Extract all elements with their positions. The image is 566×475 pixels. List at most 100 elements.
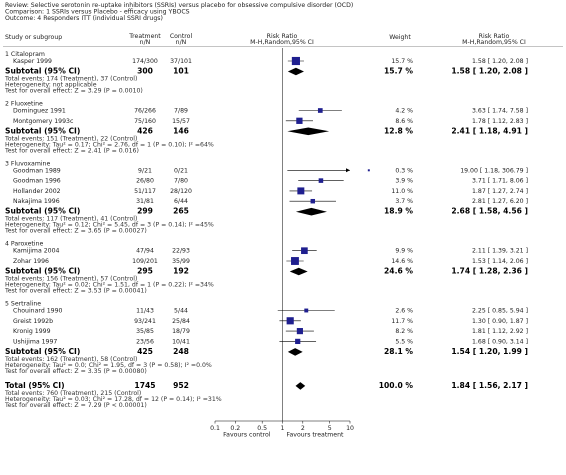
summary-treatment: 425 [137, 347, 153, 356]
summary-note: Total events: 162 (Treatment), 58 (Contr… [4, 356, 137, 363]
control-nN: 25/84 [172, 318, 190, 325]
study-box [291, 257, 299, 265]
header-treatment: Treatment [128, 33, 161, 40]
control-nN: 6/44 [174, 198, 188, 205]
study-box [301, 247, 308, 255]
study-box [296, 328, 303, 335]
study-name: Ushijima 1997 [13, 338, 57, 345]
summary-ci-label: 1.84 [ 1.56, 2.17 ] [451, 381, 528, 390]
header-ci-sub: M-H,Random,95% CI [462, 39, 526, 46]
ci-label: 1.53 [ 1.14, 2.06 ] [472, 258, 528, 265]
ci-label: 2.11 [ 1.39, 3.21 ] [472, 248, 528, 255]
weight: 3.9 % [395, 178, 413, 185]
x-tick-label: 5 [328, 425, 332, 432]
summary-treatment: 300 [137, 67, 153, 76]
treatment-nN: 76/266 [134, 108, 156, 115]
study-name: Zohar 1996 [13, 258, 49, 265]
treatment-nN: 75/160 [134, 118, 156, 125]
study-box [297, 187, 305, 195]
study-name: Hollander 2002 [13, 188, 61, 195]
treatment-nN: 47/94 [136, 248, 154, 255]
study-box [295, 338, 301, 345]
group-title: 3 Fluvoxamine [5, 160, 50, 167]
summary-label: Subtotal (95% CI) [5, 207, 80, 216]
control-nN: 0/21 [174, 167, 188, 174]
header-treatment-sub: n/N [140, 39, 151, 46]
header-plot: Risk Ratio [267, 33, 298, 40]
header-control: Control [170, 33, 193, 40]
control-nN: 35/99 [172, 258, 190, 265]
summary-control: 265 [173, 207, 189, 216]
control-nN: 7/89 [174, 108, 188, 115]
study-box [310, 198, 316, 204]
treatment-nN: 35/85 [136, 328, 154, 335]
summary-note: Test for overall effect: Z = 3.29 (P = 0… [4, 88, 143, 95]
favours-right: Favours treatment [287, 432, 344, 439]
study-name: Greist 1992b [13, 318, 53, 325]
summary-label: Subtotal (95% CI) [5, 347, 80, 356]
study-box [367, 169, 370, 172]
treatment-nN: 174/300 [132, 58, 158, 65]
ci-label: 2.81 [ 1.27, 6.20 ] [472, 198, 528, 205]
weight: 4.2 % [395, 108, 413, 115]
ci-label: 1.81 [ 1.12, 2.92 ] [472, 328, 528, 335]
control-nN: 5/44 [174, 308, 188, 315]
weight: 11.7 % [391, 318, 413, 325]
summary-ci-label: 2.68 [ 1.58, 4.56 ] [451, 207, 528, 216]
header-weight: Weight [389, 34, 411, 41]
summary-note: Total events: 156 (Treatment), 57 (Contr… [4, 276, 137, 283]
group-title: 1 Citalopram [5, 51, 45, 58]
weight: 9.9 % [395, 248, 413, 255]
summary-ci-label: 1.54 [ 1.20, 1.99 ] [451, 347, 528, 356]
weight: 2.6 % [395, 308, 413, 315]
summary-label: Subtotal (95% CI) [5, 126, 80, 135]
ci-label: 3.71 [ 1.71, 8.06 ] [472, 178, 528, 185]
weight: 8.2 % [395, 328, 413, 335]
header-ci: Risk Ratio [479, 33, 510, 40]
summary-control: 146 [173, 126, 189, 135]
summary-note: Total events: 117 (Treatment), 41 (Contr… [4, 216, 137, 223]
control-nN: 7/80 [174, 178, 188, 185]
study-name: Goodman 1996 [13, 178, 61, 185]
group-title: 2 Fluoxetine [5, 101, 43, 108]
study-box [291, 56, 300, 66]
treatment-nN: 9/21 [138, 167, 152, 174]
summary-note: Heterogeneity: not applicable [5, 82, 97, 89]
summary-treatment: 1745 [134, 381, 155, 390]
favours-left: Favours control [223, 432, 271, 439]
header-plot-sub: M-H,Random,95% CI [250, 39, 314, 46]
ci-label: 1.78 [ 1.12, 2.83 ] [472, 118, 528, 125]
summary-diamond [289, 267, 308, 276]
study-box [286, 317, 294, 325]
weight: 3.7 % [395, 198, 413, 205]
control-nN: 28/120 [170, 188, 192, 195]
summary-weight: 15.7 % [384, 67, 413, 76]
ci-label: 2.25 [ 0.85, 5.94 ] [472, 308, 528, 315]
study-box [318, 178, 324, 183]
study-name: Nakajima 1996 [13, 198, 60, 205]
summary-treatment: 295 [137, 267, 153, 276]
ci-arrow [346, 168, 350, 173]
summary-control: 101 [173, 67, 189, 76]
treatment-nN: 11/43 [136, 308, 154, 315]
group-title: 4 Paroxetine [5, 241, 43, 248]
ci-label: 19.00 [ 1.18, 306.79 ] [460, 167, 528, 174]
x-tick-label: 0.2 [230, 425, 240, 432]
study-name: Kasper 1999 [13, 58, 52, 65]
treatment-nN: 93/241 [134, 318, 156, 325]
summary-note: Test for overall effect: Z = 2.41 (P = 0… [4, 147, 139, 154]
ci-label: 1.30 [ 0.90, 1.87 ] [472, 318, 528, 325]
study-name: Kamijima 2004 [13, 248, 60, 255]
study-name: Montgomery 1993c [13, 118, 74, 125]
control-nN: 15/57 [172, 118, 190, 125]
summary-note: Heterogeneity: Tau² = 0.03; Chi² = 17.28… [5, 396, 222, 403]
study-name: Kronig 1999 [13, 328, 51, 335]
weight: 15.7 % [391, 58, 413, 65]
header-study: Study or subgroup [5, 34, 62, 41]
control-nN: 22/93 [172, 248, 190, 255]
ci-label: 3.63 [ 1.74, 7.58 ] [472, 108, 528, 115]
summary-diamond [287, 127, 330, 136]
summary-ci-label: 1.58 [ 1.20, 2.08 ] [451, 67, 528, 76]
comparison: Comparison: 1 SSRIs versus Placebo - eff… [5, 9, 190, 16]
